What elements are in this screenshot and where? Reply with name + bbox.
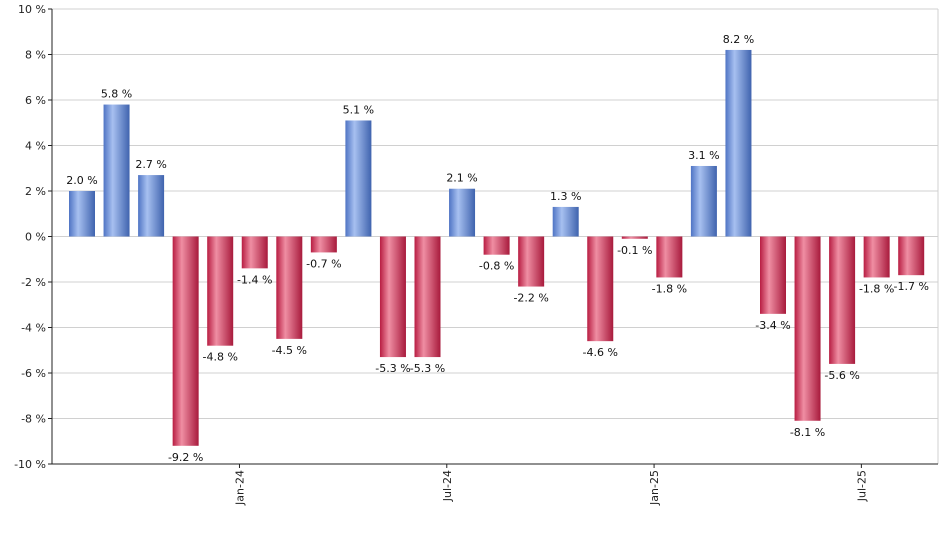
data-label: -1.7 % [893, 280, 928, 293]
bar [760, 236, 786, 314]
data-label: -8.1 % [790, 426, 825, 439]
y-tick-label: -2 % [21, 276, 46, 289]
data-label: 5.8 % [101, 88, 132, 101]
data-label: -1.8 % [652, 282, 687, 295]
data-label: -4.6 % [583, 346, 618, 359]
bar [138, 175, 165, 237]
y-tick-label: 2 % [25, 185, 46, 198]
data-label: -5.3 % [375, 362, 410, 375]
data-label: -0.7 % [306, 257, 341, 270]
bar [863, 236, 890, 278]
y-tick-label: 8 % [25, 49, 46, 62]
data-label: 3.1 % [688, 149, 719, 162]
bar [552, 206, 579, 237]
data-label: 5.1 % [343, 103, 374, 116]
bar [829, 236, 856, 364]
x-tick-label: Jan-24 [233, 470, 246, 506]
data-label: -5.3 % [410, 362, 445, 375]
data-label: -0.1 % [617, 244, 652, 257]
axes: 10 % 8 % 6 % 4 % 2 % 0 % -2 % -4 % -6 % -8 % -10 %… [14, 3, 938, 506]
bar [172, 236, 199, 446]
bar [587, 236, 614, 342]
y-tick-label: -6 % [21, 367, 46, 380]
bar [241, 236, 268, 269]
data-label: 2.7 % [135, 158, 166, 171]
y-tick-label: -10 % [14, 458, 46, 471]
x-tick-label: Jan-25 [648, 470, 661, 506]
x-tick-label: Jul-24 [441, 470, 454, 502]
bar [449, 188, 476, 237]
bar [690, 165, 717, 237]
data-label: -2.2 % [513, 292, 548, 305]
bar [794, 236, 821, 421]
y-tick-label: 10 % [18, 3, 46, 16]
data-label: -1.8 % [859, 282, 894, 295]
bar [483, 236, 510, 255]
bar [310, 236, 337, 253]
bar [276, 236, 303, 339]
bar [518, 236, 545, 287]
bar [898, 236, 925, 276]
data-label: -4.5 % [272, 344, 307, 357]
bar [207, 236, 234, 346]
data-label: -5.6 % [824, 369, 859, 382]
bar [725, 49, 752, 237]
data-label: -1.4 % [237, 273, 272, 286]
data-label: -3.4 % [755, 319, 790, 332]
y-tick-label: -8 % [21, 413, 46, 426]
data-label: -0.8 % [479, 260, 514, 273]
bar [656, 236, 683, 278]
y-tick-label: -4 % [21, 322, 46, 335]
bar [379, 236, 406, 358]
data-label: 2.1 % [446, 172, 477, 185]
bar [345, 120, 372, 237]
bar [621, 236, 648, 239]
x-tick-label: Jul-25 [855, 470, 868, 502]
data-label: 2.0 % [66, 174, 97, 187]
bar [414, 236, 441, 358]
bars [69, 49, 925, 446]
data-label: 1.3 % [550, 190, 581, 203]
data-label: -9.2 % [168, 451, 203, 464]
data-label: -4.8 % [202, 351, 237, 364]
y-tick-label: 0 % [25, 231, 46, 244]
bar [69, 191, 95, 237]
data-label: 8.2 % [723, 33, 754, 46]
y-tick-label: 4 % [25, 140, 46, 153]
bar [103, 104, 130, 237]
y-tick-label: 6 % [25, 94, 46, 107]
data-labels: 2.0 % 5.8 % 2.7 % -9.2 % -4.8 % -1.4 % -4.5 % -… [66, 33, 929, 464]
